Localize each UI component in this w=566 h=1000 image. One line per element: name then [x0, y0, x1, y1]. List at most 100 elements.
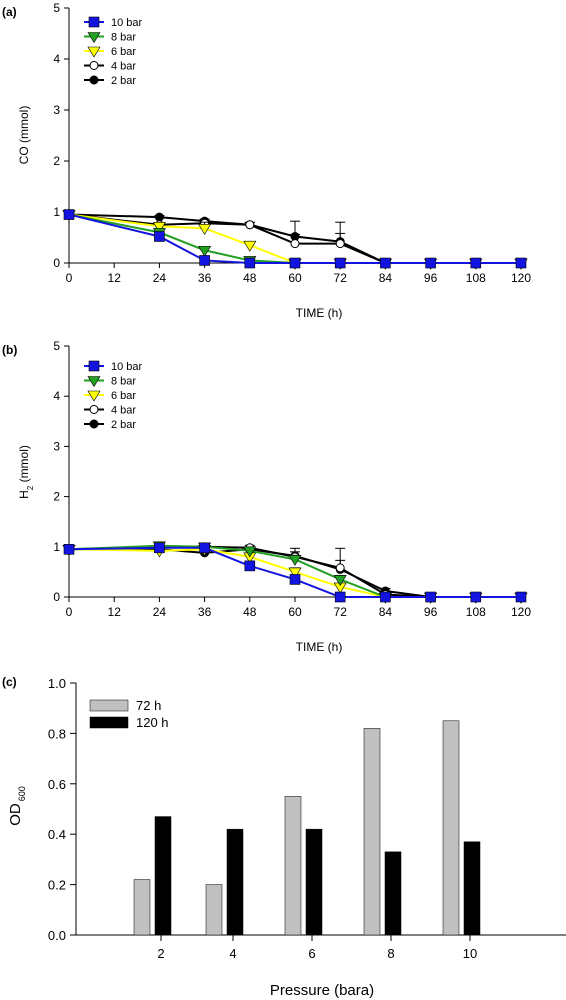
y-tick-label: 4	[53, 389, 60, 403]
y-tick-label: 5	[53, 339, 60, 353]
legend-item: 4 bar	[84, 61, 136, 73]
data-point	[199, 255, 210, 266]
series-line	[68, 546, 521, 598]
x-tick-label: 0	[66, 271, 73, 285]
bar-120-h	[463, 841, 481, 936]
y-tick-label: 0.2	[48, 878, 66, 893]
x-tick-label: 84	[379, 605, 393, 619]
x-tick-label: 48	[243, 271, 257, 285]
x-tick-label: 72	[334, 605, 348, 619]
data-point	[198, 245, 212, 257]
data-point	[289, 574, 301, 585]
x-axis-label-c: Pressure (bara)	[270, 982, 374, 999]
legend-label: 6 bar	[111, 390, 136, 402]
y-tick-label: 1	[53, 205, 60, 219]
data-point	[333, 575, 347, 587]
y-tick-label: 1.0	[48, 676, 66, 691]
legend-swatch	[89, 699, 129, 712]
x-tick-label: 120	[511, 605, 531, 619]
y-tick-label: 3	[53, 103, 60, 117]
y-tick-label: 1	[53, 540, 60, 554]
plot-area-c: 0.0 0.2 0.4 0.6 0.8 1.0 2 4 6 8 10 72 h 120 h	[48, 676, 566, 961]
x-tick-label: 12	[108, 605, 122, 619]
data-point	[290, 239, 300, 249]
x-tick-label: 10	[463, 946, 477, 961]
legend: 72 h 120 h	[89, 698, 169, 730]
legend-item: 2 bar	[84, 419, 136, 431]
legend-label: 10 bar	[111, 361, 143, 373]
data-point	[63, 209, 75, 220]
data-point	[335, 563, 345, 573]
bar-72-h	[284, 796, 302, 936]
x-tick-label: 12	[108, 271, 122, 285]
bar-72-h	[442, 720, 460, 936]
x-tick-label: 36	[198, 605, 212, 619]
data-point	[335, 239, 345, 249]
legend-label: 10 bar	[111, 17, 143, 29]
y-axis-label-b: H2 (mmol)	[17, 445, 35, 499]
x-tick-label: 108	[466, 271, 486, 285]
bar-72-h	[363, 728, 381, 936]
x-tick-label: 0	[66, 605, 73, 619]
data-point	[380, 591, 391, 603]
legend-marker	[88, 16, 100, 28]
data-point	[199, 542, 210, 554]
x-tick-label: 120	[511, 271, 531, 285]
data-point	[515, 591, 527, 603]
legend-marker	[87, 46, 101, 58]
y-tick-label: 5	[53, 1, 60, 15]
legend: 10 bar 8 bar 6 bar 4 bar 2 bar	[84, 360, 143, 431]
data-point	[288, 567, 302, 579]
legend-marker	[89, 405, 99, 414]
data-point	[154, 542, 165, 554]
legend-item: 6 bar	[84, 390, 136, 402]
data-point	[152, 221, 166, 233]
legend-marker	[87, 32, 101, 44]
legend-label: 6 bar	[111, 46, 136, 58]
data-point	[244, 560, 256, 572]
chart-co: (a) CO (mmol) TIME (h) 0 12 24 36 48 60 72 84 96…	[2, 1, 531, 320]
chart-od600: (c) OD600 Pressure (bara) 0.00.20.40.60.…	[2, 675, 566, 999]
data-point	[243, 240, 257, 252]
legend-marker	[89, 61, 99, 70]
x-axis-label-b: TIME (h)	[296, 640, 343, 654]
legend-label: 120 h	[136, 715, 169, 730]
bar-72-h	[133, 879, 151, 936]
legend-label: 2 bar	[111, 419, 136, 431]
y-tick-label: 2	[53, 154, 60, 168]
legend-label: 8 bar	[111, 376, 136, 388]
x-tick-label: 24	[153, 605, 167, 619]
bar-120-h	[384, 851, 402, 936]
y-tick-label: 0	[53, 256, 60, 270]
bar-120-h	[305, 828, 323, 936]
data-point	[470, 591, 482, 603]
panel-label-b: (b)	[2, 343, 17, 357]
legend-marker	[87, 390, 101, 402]
x-tick-label: 72	[334, 271, 348, 285]
x-tick-label: 4	[229, 946, 236, 961]
data-point	[245, 220, 255, 230]
x-axis-label-a: TIME (h)	[296, 306, 343, 320]
data-point	[515, 257, 527, 269]
legend-marker	[89, 419, 99, 429]
x-tick-label: 108	[466, 605, 486, 619]
series-10-bar	[63, 542, 527, 603]
data-point	[425, 257, 436, 269]
data-point	[425, 591, 436, 603]
legend-item: 4 bar	[84, 405, 136, 417]
panel-label-a: (a)	[2, 5, 17, 19]
legend-label: 2 bar	[111, 75, 136, 87]
x-tick-label: 48	[243, 605, 257, 619]
panel-label-c: (c)	[2, 675, 17, 689]
legend-item: 10 bar	[84, 360, 143, 373]
y-tick-label: 0	[53, 590, 60, 604]
legend-marker	[87, 376, 101, 388]
legend-label: 4 bar	[111, 61, 136, 73]
legend-label: 72 h	[136, 698, 161, 713]
x-tick-label: 60	[288, 605, 302, 619]
x-tick-label: 8	[387, 946, 394, 961]
legend-item: 72 h	[89, 698, 161, 713]
bar-72-h	[205, 884, 223, 936]
x-tick-label: 60	[288, 271, 302, 285]
